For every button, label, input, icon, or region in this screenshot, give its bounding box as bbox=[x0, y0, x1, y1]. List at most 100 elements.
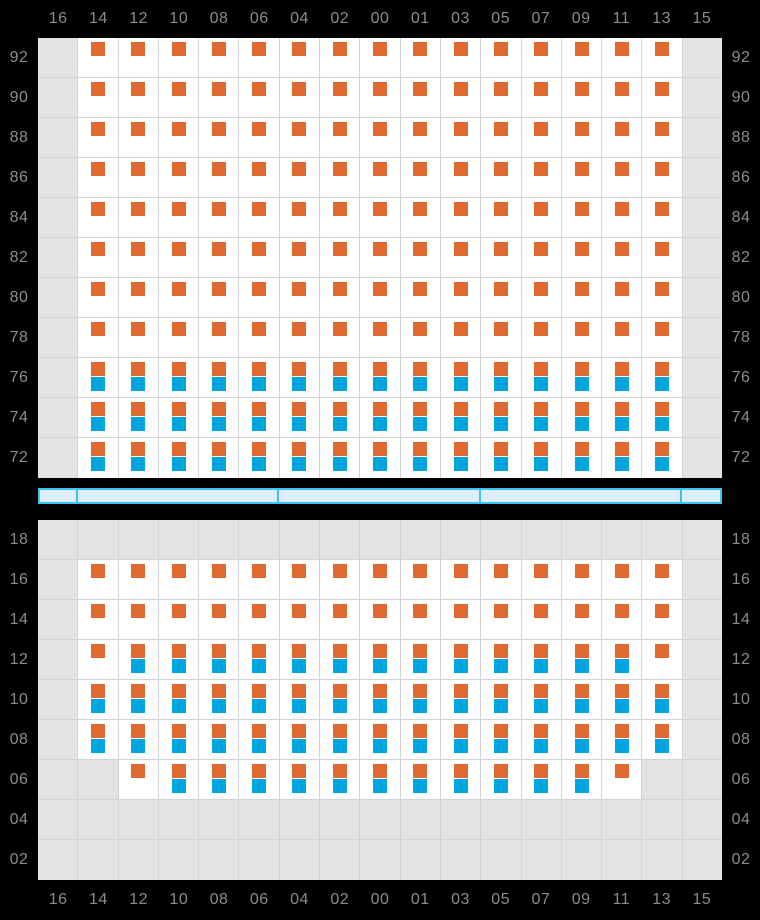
blue-seat-marker[interactable] bbox=[373, 659, 388, 673]
orange-seat-marker[interactable] bbox=[211, 764, 226, 778]
orange-seat-marker[interactable] bbox=[655, 202, 670, 216]
orange-seat-marker[interactable] bbox=[332, 162, 347, 176]
seat-cell-84-03[interactable] bbox=[440, 198, 482, 238]
orange-seat-marker[interactable] bbox=[453, 202, 468, 216]
seat-cell-84-00[interactable] bbox=[360, 198, 401, 238]
seat-cell-82-01[interactable] bbox=[400, 238, 441, 278]
seat-cell-80-04[interactable] bbox=[279, 278, 321, 318]
orange-seat-marker[interactable] bbox=[332, 202, 347, 216]
seat-cell-08-02[interactable] bbox=[320, 720, 361, 760]
seat-cell-06-11[interactable] bbox=[602, 760, 643, 800]
orange-seat-marker[interactable] bbox=[614, 764, 629, 778]
upper-seat-grid[interactable] bbox=[38, 38, 723, 478]
blue-seat-marker[interactable] bbox=[131, 457, 146, 471]
blue-seat-marker[interactable] bbox=[211, 417, 226, 431]
orange-seat-marker[interactable] bbox=[373, 684, 388, 698]
seat-cell-90-14[interactable] bbox=[78, 78, 119, 118]
seat-cell-82-00[interactable] bbox=[360, 238, 401, 278]
seat-cell-90-00[interactable] bbox=[360, 78, 401, 118]
orange-seat-marker[interactable] bbox=[211, 362, 226, 376]
orange-seat-marker[interactable] bbox=[534, 764, 549, 778]
seat-cell-74-08[interactable] bbox=[199, 398, 240, 438]
seat-cell-78-04[interactable] bbox=[279, 318, 321, 358]
seat-cell-90-09[interactable] bbox=[561, 78, 603, 118]
orange-seat-marker[interactable] bbox=[332, 362, 347, 376]
seat-cell-08-10[interactable] bbox=[158, 720, 200, 760]
seat-cell-78-06[interactable] bbox=[239, 318, 280, 358]
orange-seat-marker[interactable] bbox=[211, 322, 226, 336]
orange-seat-marker[interactable] bbox=[413, 684, 428, 698]
orange-seat-marker[interactable] bbox=[453, 604, 468, 618]
seat-cell-82-07[interactable] bbox=[521, 238, 562, 278]
orange-seat-marker[interactable] bbox=[211, 242, 226, 256]
orange-seat-marker[interactable] bbox=[332, 282, 347, 296]
seat-cell-10-07[interactable] bbox=[521, 680, 562, 720]
seat-cell-74-13[interactable] bbox=[642, 398, 683, 438]
seat-cell-12-09[interactable] bbox=[561, 640, 603, 680]
orange-seat-marker[interactable] bbox=[171, 82, 186, 96]
orange-seat-marker[interactable] bbox=[373, 322, 388, 336]
orange-seat-marker[interactable] bbox=[574, 42, 589, 56]
orange-seat-marker[interactable] bbox=[453, 442, 468, 456]
seat-cell-86-14[interactable] bbox=[78, 158, 119, 198]
orange-seat-marker[interactable] bbox=[453, 724, 468, 738]
orange-seat-marker[interactable] bbox=[413, 724, 428, 738]
seat-cell-76-02[interactable] bbox=[320, 358, 361, 398]
orange-seat-marker[interactable] bbox=[655, 644, 670, 658]
seat-cell-88-02[interactable] bbox=[320, 118, 361, 158]
seat-cell-72-14[interactable] bbox=[78, 438, 119, 478]
seat-cell-08-12[interactable] bbox=[118, 720, 159, 760]
seat-cell-10-13[interactable] bbox=[642, 680, 683, 720]
orange-seat-marker[interactable] bbox=[131, 442, 146, 456]
seat-cell-78-08[interactable] bbox=[199, 318, 240, 358]
orange-seat-marker[interactable] bbox=[252, 322, 267, 336]
orange-seat-marker[interactable] bbox=[211, 402, 226, 416]
seat-cell-08-06[interactable] bbox=[239, 720, 280, 760]
orange-seat-marker[interactable] bbox=[171, 322, 186, 336]
seat-cell-86-06[interactable] bbox=[239, 158, 280, 198]
seat-cell-12-00[interactable] bbox=[360, 640, 401, 680]
seat-cell-86-00[interactable] bbox=[360, 158, 401, 198]
blue-seat-marker[interactable] bbox=[574, 457, 589, 471]
seat-cell-06-10[interactable] bbox=[158, 760, 200, 800]
orange-seat-marker[interactable] bbox=[211, 564, 226, 578]
seat-cell-78-10[interactable] bbox=[158, 318, 200, 358]
orange-seat-marker[interactable] bbox=[211, 282, 226, 296]
seat-cell-16-04[interactable] bbox=[279, 560, 321, 600]
seat-cell-06-09[interactable] bbox=[561, 760, 603, 800]
orange-seat-marker[interactable] bbox=[373, 604, 388, 618]
blue-seat-marker[interactable] bbox=[171, 417, 186, 431]
orange-seat-marker[interactable] bbox=[252, 724, 267, 738]
seat-cell-10-04[interactable] bbox=[279, 680, 321, 720]
blue-seat-marker[interactable] bbox=[574, 739, 589, 753]
orange-seat-marker[interactable] bbox=[655, 362, 670, 376]
seat-cell-92-08[interactable] bbox=[199, 38, 240, 78]
seat-cell-10-14[interactable] bbox=[78, 680, 119, 720]
seat-cell-06-05[interactable] bbox=[481, 760, 522, 800]
orange-seat-marker[interactable] bbox=[171, 764, 186, 778]
orange-seat-marker[interactable] bbox=[252, 442, 267, 456]
orange-seat-marker[interactable] bbox=[413, 362, 428, 376]
blue-seat-marker[interactable] bbox=[453, 377, 468, 391]
seat-cell-74-14[interactable] bbox=[78, 398, 119, 438]
seat-cell-10-08[interactable] bbox=[199, 680, 240, 720]
seat-cell-08-11[interactable] bbox=[602, 720, 643, 760]
seat-cell-16-07[interactable] bbox=[521, 560, 562, 600]
seat-cell-80-11[interactable] bbox=[602, 278, 643, 318]
seat-cell-14-13[interactable] bbox=[642, 600, 683, 640]
seat-cell-88-08[interactable] bbox=[199, 118, 240, 158]
orange-seat-marker[interactable] bbox=[534, 724, 549, 738]
seat-cell-06-02[interactable] bbox=[320, 760, 361, 800]
orange-seat-marker[interactable] bbox=[90, 242, 105, 256]
seat-cell-08-04[interactable] bbox=[279, 720, 321, 760]
seat-cell-12-10[interactable] bbox=[158, 640, 200, 680]
orange-seat-marker[interactable] bbox=[211, 202, 226, 216]
orange-seat-marker[interactable] bbox=[413, 282, 428, 296]
blue-seat-marker[interactable] bbox=[453, 699, 468, 713]
blue-seat-marker[interactable] bbox=[413, 779, 428, 793]
seat-cell-80-02[interactable] bbox=[320, 278, 361, 318]
seat-cell-82-04[interactable] bbox=[279, 238, 321, 278]
orange-seat-marker[interactable] bbox=[534, 82, 549, 96]
orange-seat-marker[interactable] bbox=[90, 122, 105, 136]
seat-cell-10-10[interactable] bbox=[158, 680, 200, 720]
